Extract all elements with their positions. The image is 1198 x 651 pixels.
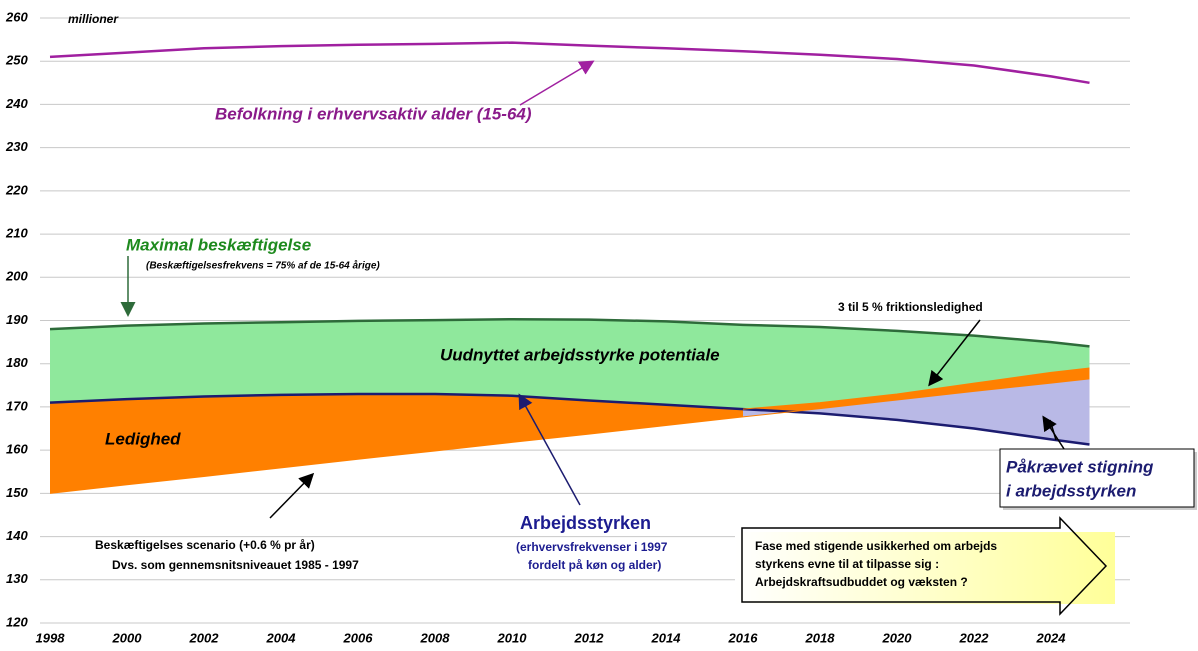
y-tick-label: 260 — [5, 9, 28, 24]
series-label: Befolkning i erhvervsaktiv alder (15-64) — [215, 104, 532, 123]
note: (erhvervsfrekvenser i 1997 — [516, 540, 668, 554]
unit-label: millioner — [68, 12, 119, 26]
note: Dvs. som gennemsnitsniveauet 1985 - 1997 — [112, 558, 359, 572]
x-tick-label: 2024 — [1036, 630, 1067, 645]
x-tick-label: 2020 — [882, 630, 913, 645]
lines — [49, 41, 1090, 494]
y-tick-label: 230 — [5, 139, 28, 154]
series-label: Maximal beskæftigelse — [126, 235, 311, 254]
note: (Beskæftigelsesfrekvens = 75% af de 15-6… — [146, 260, 380, 272]
series-label: 3 til 5 % friktionsledighed — [838, 300, 983, 314]
annotation: Påkrævet stigning — [1006, 457, 1154, 476]
box-text: styrkens evne til at tilpasse sig : — [755, 557, 939, 571]
unemployment-area — [50, 368, 1090, 494]
series-line — [49, 392, 1090, 446]
y-tick-label: 140 — [6, 528, 28, 543]
x-tick-label: 2022 — [959, 630, 990, 645]
y-tick-label: 250 — [5, 53, 28, 68]
series-line — [49, 41, 1090, 85]
note: fordelt på køn og alder) — [528, 558, 661, 572]
y-tick-label: 240 — [5, 96, 28, 111]
box-bg — [735, 532, 1115, 604]
series-line — [742, 367, 1090, 410]
label-bg — [515, 510, 705, 536]
series-line — [49, 317, 1090, 348]
series-line — [49, 378, 1090, 494]
y-tick-label: 220 — [5, 182, 28, 197]
x-tick-label: 2018 — [805, 630, 836, 645]
box-text: Arbejdskraftsudbuddet og væksten ? — [755, 575, 968, 589]
y-tick-label: 200 — [5, 269, 28, 284]
series-label: Beskæftigelses scenario (+0.6 % pr år) — [95, 538, 315, 552]
annotation: Ledighed — [105, 429, 181, 448]
arrow — [1042, 415, 1067, 453]
x-tick-label: 2012 — [574, 630, 605, 645]
y-tick-label: 160 — [6, 442, 28, 457]
x-tick-label: 2016 — [728, 630, 759, 645]
potential-area — [50, 319, 1090, 410]
annotation: i arbejdsstyrken — [1006, 481, 1136, 500]
y-tick-label: 170 — [6, 398, 28, 413]
x-tick-label: 2008 — [420, 630, 451, 645]
x-tick-label: 2004 — [266, 630, 297, 645]
areas — [50, 319, 1090, 494]
box — [999, 448, 1195, 508]
annotation: Uudnyttet arbejdsstyrke potentiale — [440, 345, 720, 364]
arrow — [518, 393, 581, 506]
arrow — [519, 60, 595, 106]
y-tick-label: 120 — [6, 614, 28, 629]
box-text: Fase med stigende usikkerhed om arbejds — [755, 539, 997, 553]
arrow-box — [741, 516, 1108, 616]
y-tick-label: 130 — [6, 571, 28, 586]
series-label: Arbejdsstyrken — [520, 513, 651, 533]
arrow — [928, 319, 981, 387]
x-tick-label: 1998 — [36, 630, 66, 645]
y-tick-label: 210 — [5, 226, 28, 241]
x-tick-label: 2006 — [343, 630, 374, 645]
x-tick-label: 2010 — [497, 630, 528, 645]
y-tick-label: 180 — [6, 355, 28, 370]
arrow — [269, 472, 315, 519]
x-tick-label: 2000 — [112, 630, 143, 645]
x-tick-label: 2014 — [651, 630, 682, 645]
x-tick-label: 2002 — [189, 630, 220, 645]
y-tick-label: 190 — [6, 312, 28, 327]
y-tick-label: 150 — [6, 485, 28, 500]
annotations: millioner Befolkning i erhvervsaktiv ald… — [68, 12, 1197, 616]
gap-area — [743, 378, 1090, 445]
